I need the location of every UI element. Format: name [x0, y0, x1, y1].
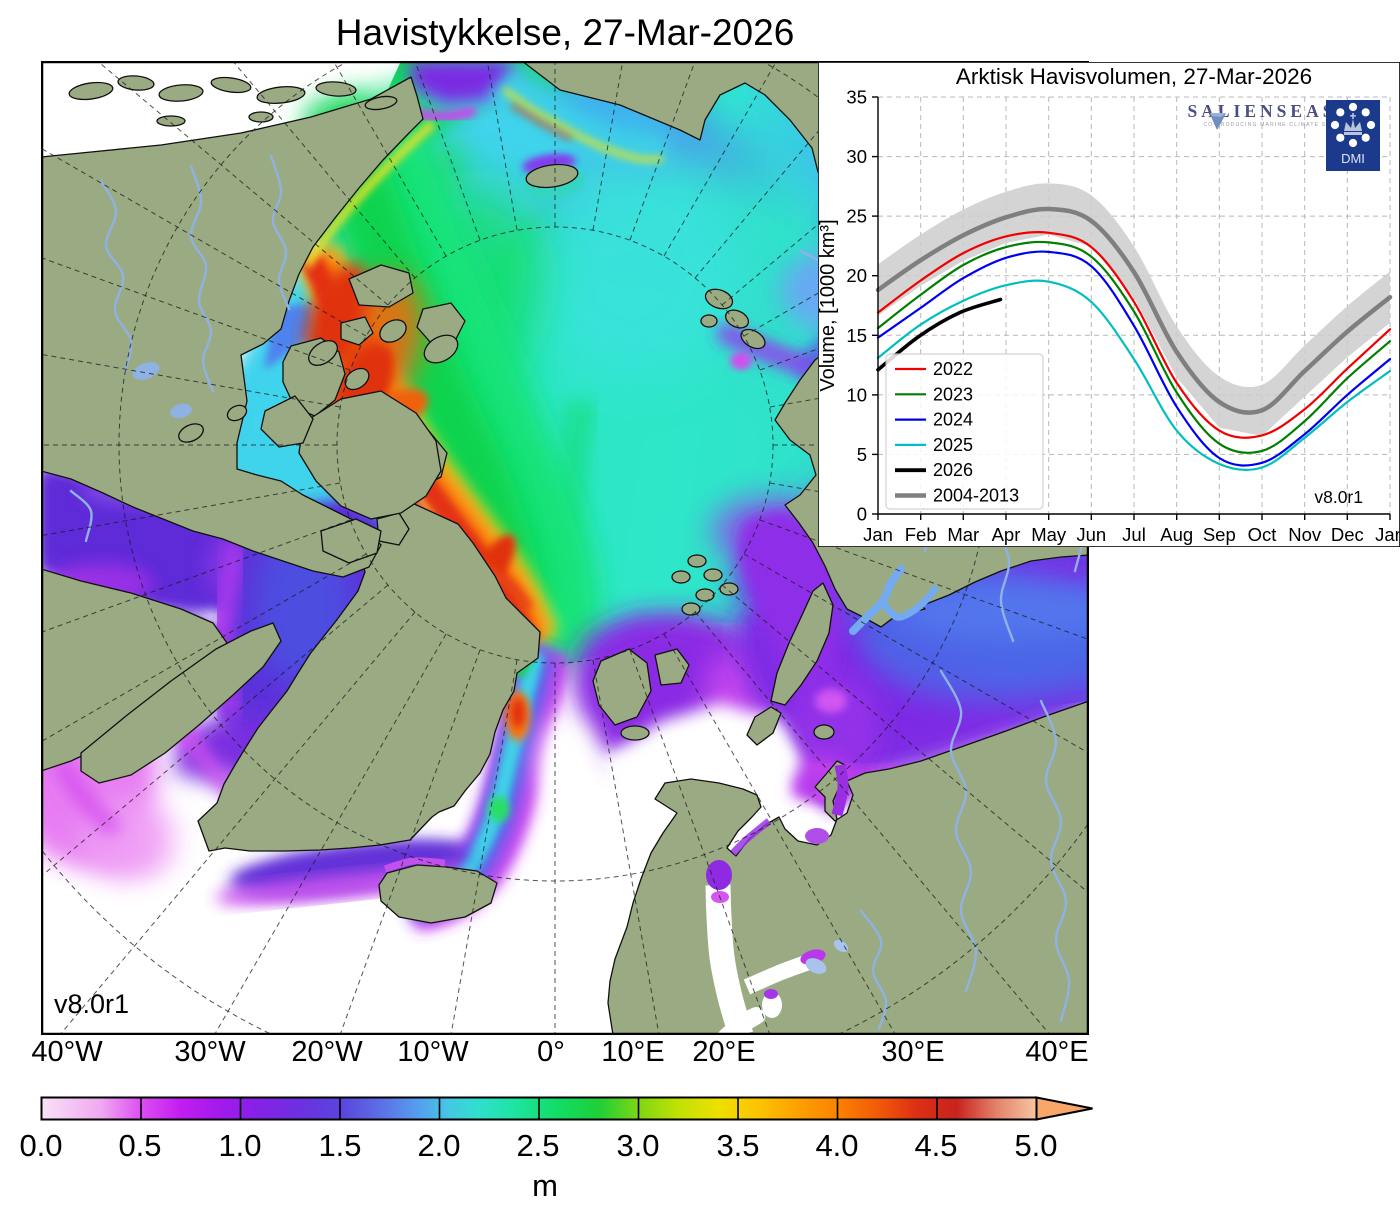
- svg-text:DMI: DMI: [1341, 151, 1365, 166]
- svg-text:2004-2013: 2004-2013: [933, 486, 1019, 506]
- svg-text:Jan: Jan: [1375, 524, 1400, 545]
- svg-text:Apr: Apr: [992, 524, 1021, 545]
- svg-text:Jan: Jan: [863, 524, 893, 545]
- svg-text:Mar: Mar: [947, 524, 979, 545]
- svg-text:Jul: Jul: [1122, 524, 1146, 545]
- svg-text:2026: 2026: [933, 460, 973, 480]
- svg-text:0: 0: [857, 504, 867, 525]
- svg-text:CO-PRODUCING MARINE CLIMATE SE: CO-PRODUCING MARINE CLIMATE SERVICES: [1203, 122, 1356, 128]
- svg-text:Sep: Sep: [1203, 524, 1236, 545]
- svg-text:35: 35: [846, 87, 867, 108]
- svg-text:v8.0r1: v8.0r1: [1314, 487, 1363, 507]
- svg-text:Arktisk Havisvolumen, 27-Mar-2: Arktisk Havisvolumen, 27-Mar-2026: [956, 64, 1312, 89]
- svg-text:v8.0r1: v8.0r1: [54, 989, 129, 1019]
- svg-text:20: 20: [846, 265, 867, 286]
- svg-text:25: 25: [846, 206, 867, 227]
- svg-text:2024: 2024: [933, 410, 973, 430]
- svg-text:15: 15: [846, 325, 867, 346]
- svg-text:Aug: Aug: [1160, 524, 1193, 545]
- svg-text:Nov: Nov: [1288, 524, 1322, 545]
- svg-text:May: May: [1031, 524, 1067, 545]
- svg-text:Volume, [1000 km³]: Volume, [1000 km³]: [818, 219, 839, 391]
- svg-text:2022: 2022: [933, 359, 973, 379]
- svg-text:2025: 2025: [933, 435, 973, 455]
- svg-text:SALIENSEAS: SALIENSEAS: [1188, 101, 1337, 121]
- svg-text:10: 10: [846, 384, 867, 405]
- svg-text:Oct: Oct: [1248, 524, 1277, 545]
- svg-text:5: 5: [857, 444, 867, 465]
- svg-text:Jun: Jun: [1076, 524, 1106, 545]
- svg-text:Feb: Feb: [905, 524, 937, 545]
- svg-text:Dec: Dec: [1331, 524, 1364, 545]
- svg-text:2023: 2023: [933, 384, 973, 404]
- svg-text:30: 30: [846, 146, 867, 167]
